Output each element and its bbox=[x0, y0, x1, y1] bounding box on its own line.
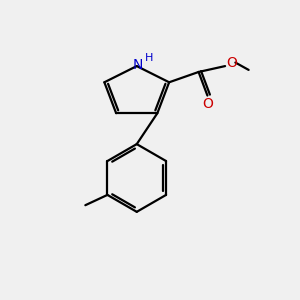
Text: H: H bbox=[145, 53, 153, 63]
Text: O: O bbox=[202, 97, 213, 111]
Text: N: N bbox=[133, 58, 143, 72]
Text: O: O bbox=[226, 56, 237, 70]
